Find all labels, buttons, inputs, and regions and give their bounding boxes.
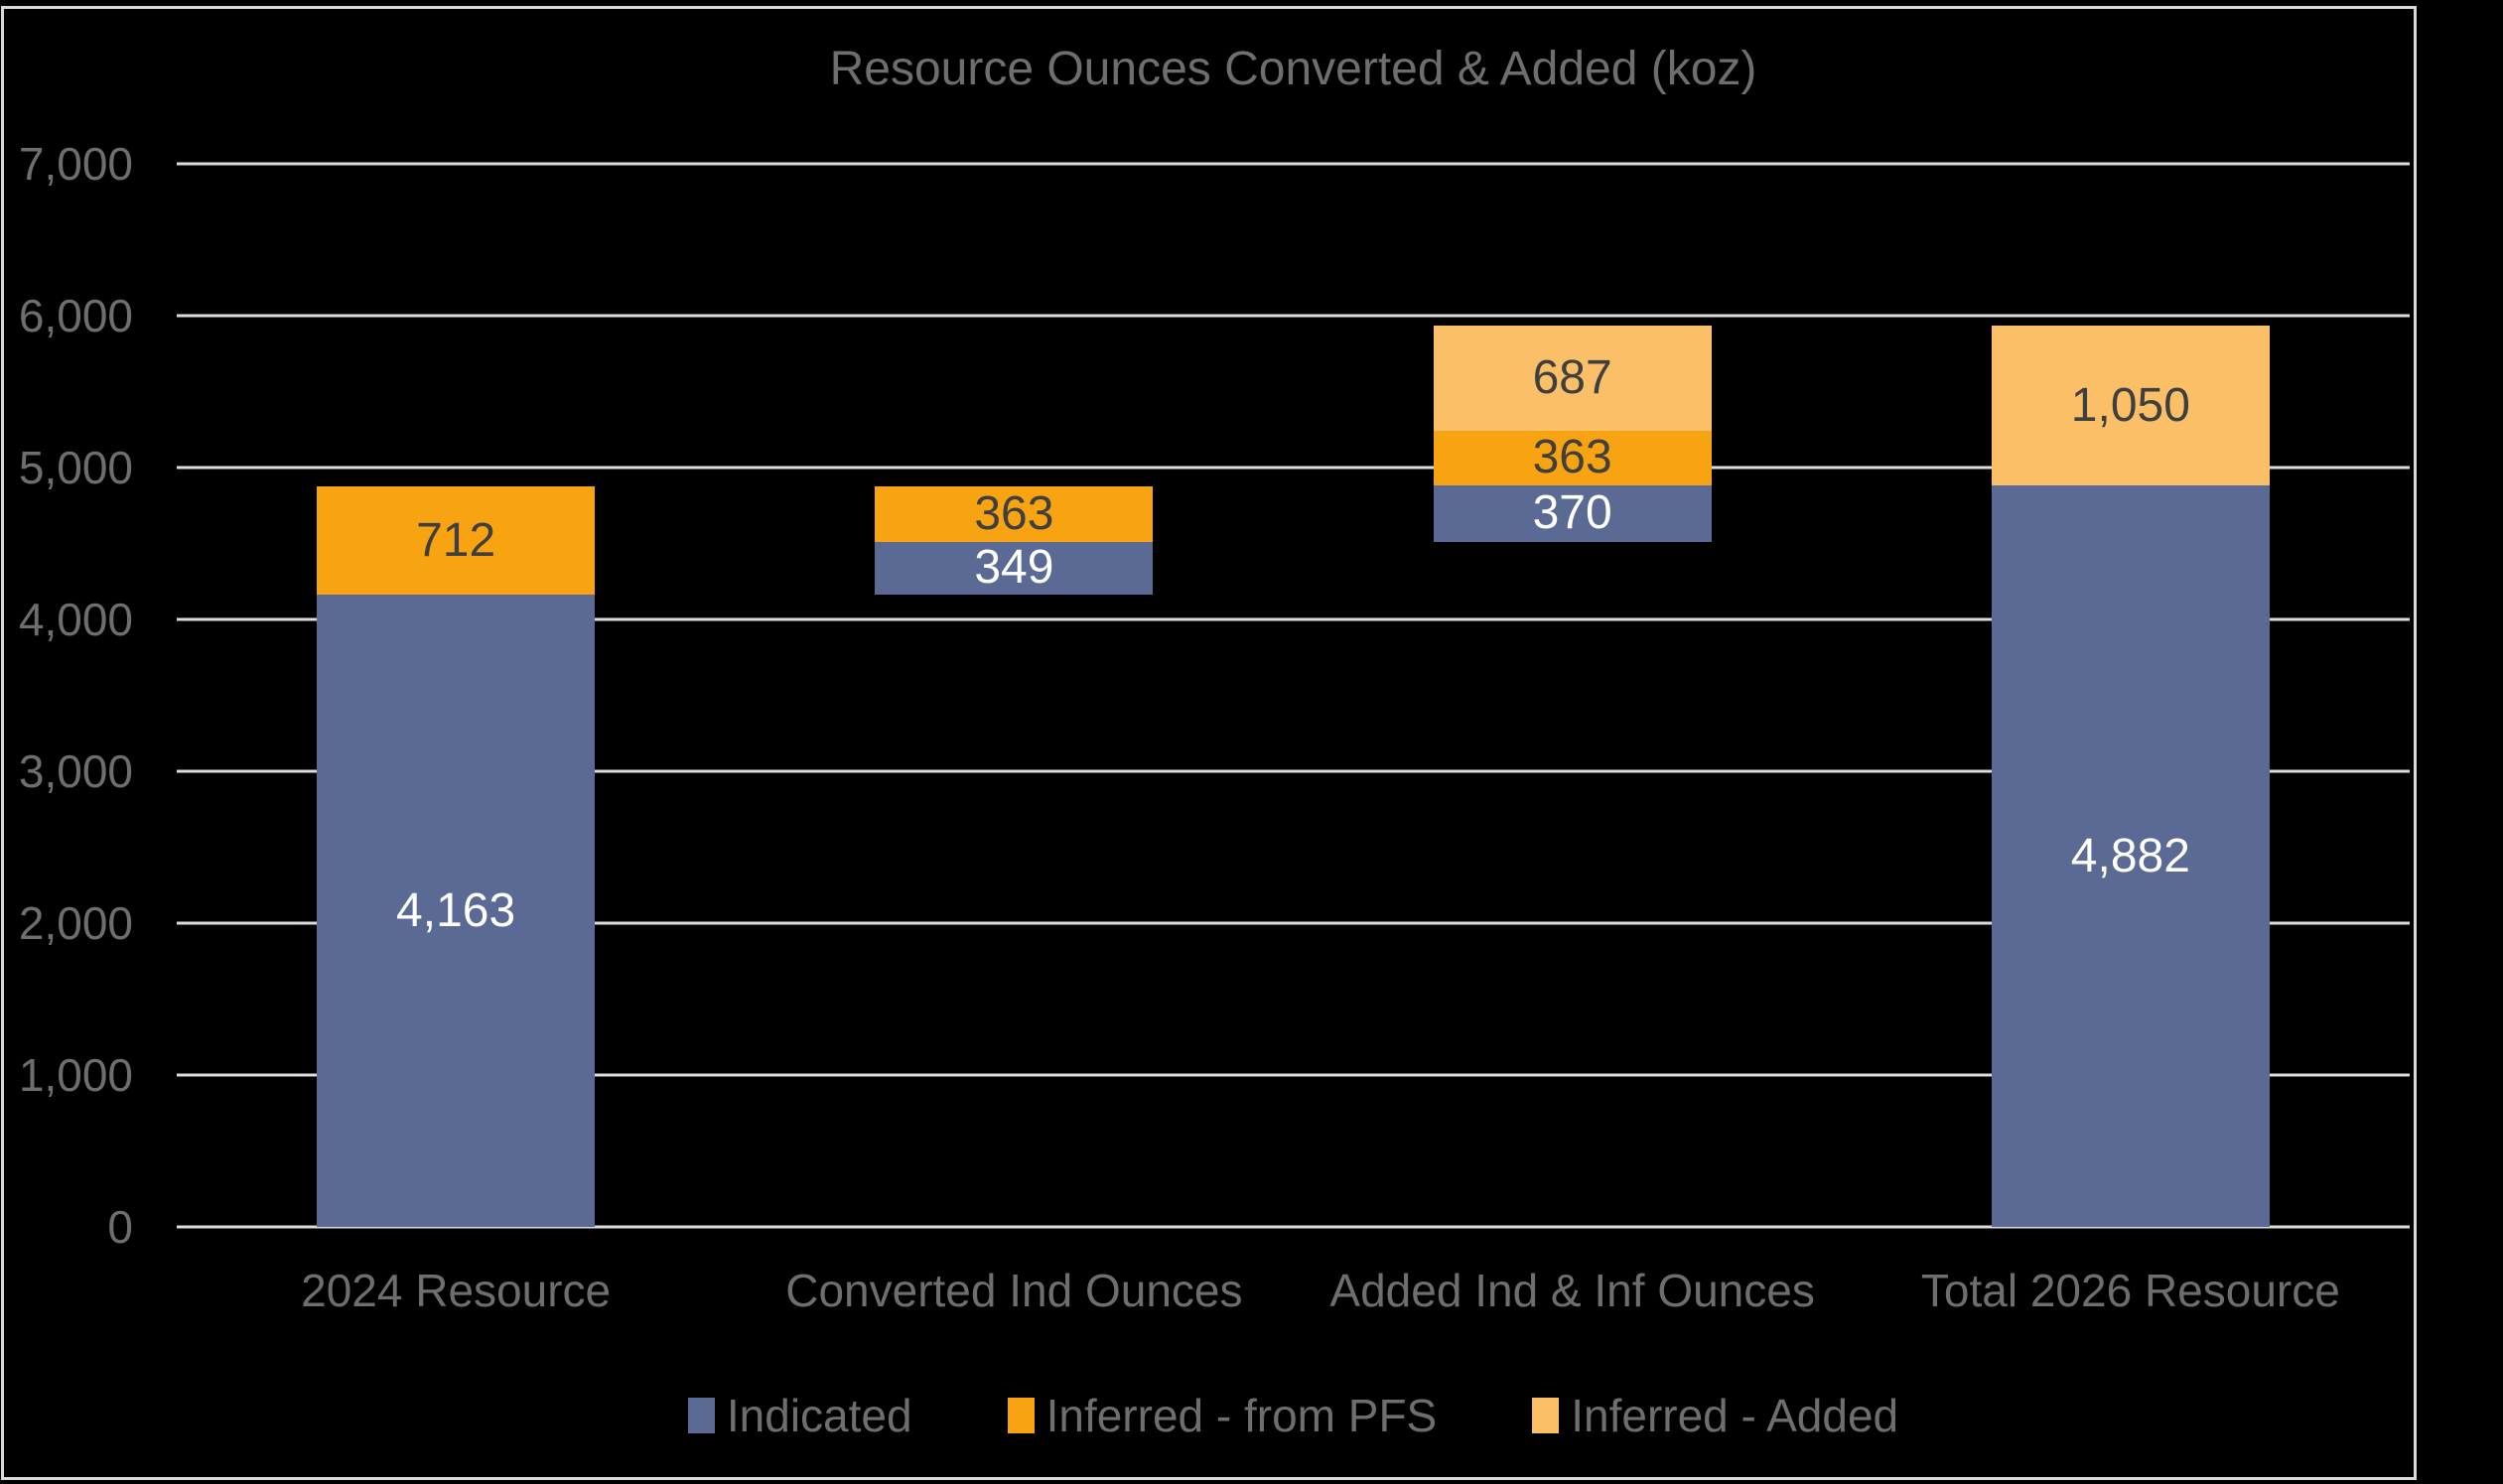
y-tick-label: 2,000 (18, 897, 133, 949)
legend-marker (1007, 1398, 1035, 1433)
y-tick-label: 1,000 (18, 1049, 133, 1101)
gridline (177, 769, 2410, 773)
gridline (177, 1225, 2410, 1229)
category-label: Added Ind & Inf Ounces (1329, 1265, 1815, 1316)
y-tick-label: 6,000 (18, 290, 133, 341)
gridline (177, 921, 2410, 925)
bar-segment-label: 370 (1532, 486, 1612, 540)
bar-segment-label: 4,882 (2070, 829, 2190, 882)
chart-title: Resource Ounces Converted & Added (koz) (829, 43, 1757, 95)
legend-label: Inferred - from PFS (1045, 1390, 1438, 1441)
gridline (177, 314, 2410, 318)
y-tick-label: 0 (107, 1201, 133, 1253)
category-label: 2024 Resource (301, 1265, 612, 1316)
bar-segment-label: 363 (974, 486, 1054, 540)
bar-segment: 363 (875, 486, 1154, 542)
y-tick-label: 3,000 (18, 745, 133, 797)
category-label: Total 2026 Resource (1920, 1265, 2340, 1316)
bar-segment-label: 349 (974, 541, 1054, 595)
legend-item: Inferred - from PFS (1007, 1389, 1438, 1442)
y-tick-label: 4,000 (18, 594, 133, 645)
bar-segment-label: 712 (416, 513, 496, 567)
legend-item: Indicated (687, 1389, 912, 1442)
legend-marker (687, 1398, 715, 1433)
bar-segment-label: 687 (1532, 350, 1612, 404)
y-tick-label: 5,000 (18, 442, 133, 493)
legend-label: Indicated (726, 1390, 912, 1441)
bar-segment: 363 (1433, 430, 1712, 486)
gridline (177, 1073, 2410, 1077)
legend-item: Inferred - Added (1532, 1389, 1898, 1442)
category-label: Converted Ind Ounces (785, 1265, 1243, 1316)
bar-segment-label: 4,163 (396, 883, 516, 937)
bar-segment: 349 (875, 541, 1154, 596)
bar-segment: 712 (317, 486, 596, 596)
x-axis-labels: 2024 Resource Converted Ind Ounces Added I… (177, 1263, 2410, 1318)
gridline (177, 162, 2410, 166)
gridline (177, 466, 2410, 470)
legend: Indicated Inferred - from PFS Inferred - A… (177, 1386, 2410, 1445)
bar-segment: 687 (1433, 326, 1712, 431)
plot-area: 4,163 712 349 363 370 363 687 4,882 1,050 (177, 162, 2410, 1229)
legend-label: Inferred - Added (1571, 1390, 1899, 1441)
bar-segment-label: 363 (1532, 431, 1612, 484)
bar-segment-label: 1,050 (2070, 378, 2190, 432)
bar-segment: 4,882 (1991, 485, 2270, 1227)
y-tick-label: 7,000 (18, 138, 133, 190)
gridline (177, 617, 2410, 621)
bar-segment: 1,050 (1991, 326, 2270, 486)
y-axis-labels: 7,000 6,000 5,000 4,000 3,000 2,000 1,000 0 (0, 138, 133, 1253)
legend-marker (1532, 1398, 1560, 1433)
bar-segment: 4,163 (317, 595, 596, 1227)
bar-segment: 370 (1433, 485, 1712, 542)
